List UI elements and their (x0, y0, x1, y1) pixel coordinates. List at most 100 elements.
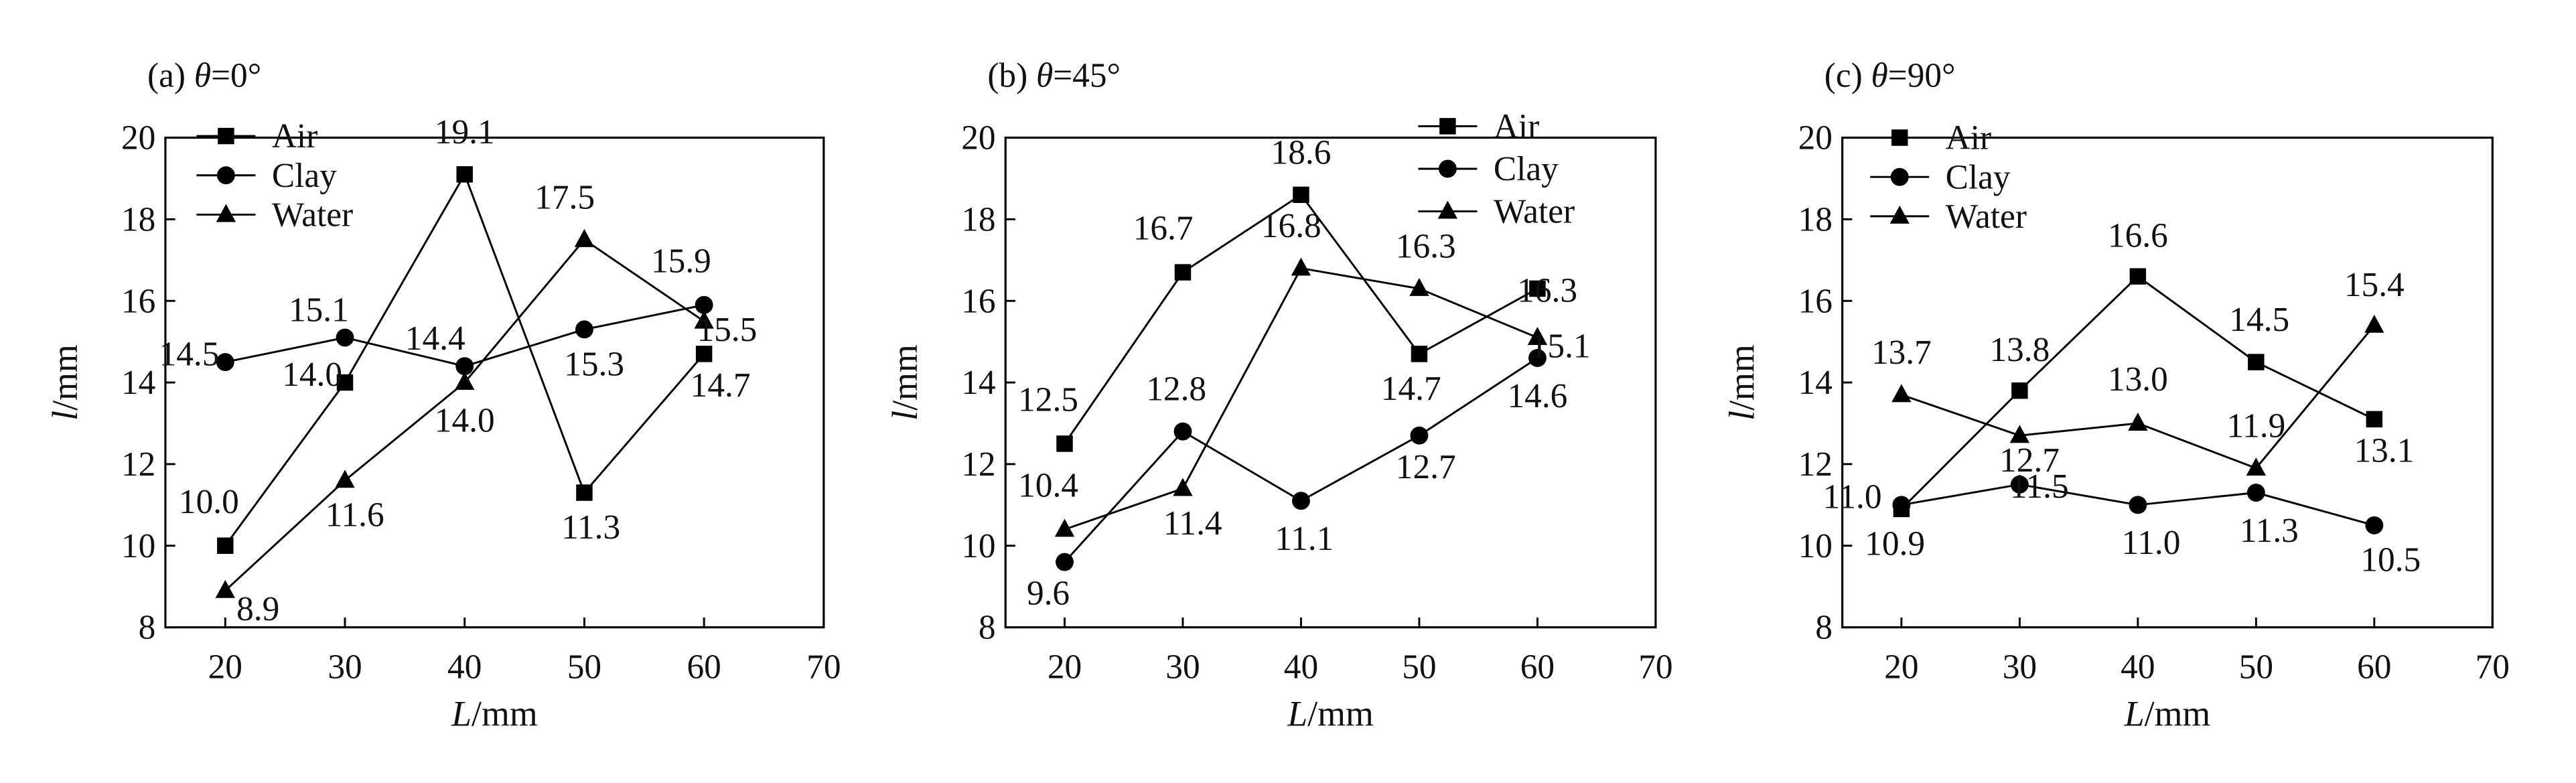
y-axis-label: l/mm (45, 344, 85, 421)
y-tick-label: 14 (961, 364, 995, 402)
legend-label-water: Water (1946, 198, 2027, 236)
legend-label-air: Air (1946, 119, 1991, 157)
data-point-air (456, 166, 473, 183)
data-label-air: 14.7 (691, 366, 751, 405)
data-label-water: 15.5 (697, 311, 757, 349)
data-label-clay: 11.3 (2240, 512, 2299, 550)
series-line-water (1064, 267, 1538, 530)
data-point-air (1174, 264, 1192, 281)
y-tick-label: 18 (961, 200, 995, 238)
y-tick-label: 8 (139, 609, 156, 647)
theta-value: =45° (1053, 57, 1121, 95)
data-point-water (1054, 518, 1075, 537)
data-label-clay: 10.5 (2360, 541, 2421, 579)
x-axis-label: L/mm (451, 693, 538, 733)
data-label-water: 16.8 (1261, 207, 1321, 245)
data-label-air: 19.1 (435, 113, 495, 151)
x-tick-label: 20 (1048, 648, 1082, 686)
data-point-clay (2010, 475, 2029, 494)
y-axis-unit: /mm (45, 344, 85, 411)
x-axis-label: L/mm (1287, 693, 1374, 733)
legend-marker-air (1439, 118, 1456, 135)
data-label-water: 12.7 (1999, 441, 2060, 480)
data-label-water: 13.0 (2108, 360, 2168, 399)
x-axis-unit: /mm (2145, 693, 2211, 733)
data-point-water (455, 372, 475, 390)
data-point-clay (695, 295, 713, 314)
data-label-clay: 15.3 (564, 345, 624, 383)
data-point-water (1291, 257, 1311, 276)
data-point-air (695, 346, 713, 362)
data-point-water (2128, 413, 2148, 431)
data-label-clay: 11.0 (2121, 524, 2180, 562)
data-label-water: 15.1 (1530, 327, 1591, 365)
theta-symbol: θ (194, 57, 211, 95)
x-axis-var: L (2124, 693, 2145, 733)
data-label-air: 16.7 (1133, 210, 1194, 248)
data-label-air: 14.5 (2229, 301, 2289, 339)
y-tick-label: 14 (1798, 364, 1833, 402)
legend-marker-water (1437, 200, 1458, 219)
x-axis-var: L (1287, 693, 1307, 733)
panel-label: (b) (987, 57, 1036, 95)
data-point-water (694, 310, 714, 329)
theta-value: =0° (211, 57, 261, 95)
data-point-clay (1173, 422, 1192, 441)
legend-label-clay: Clay (1494, 150, 1559, 188)
data-label-water: 14.0 (435, 401, 495, 439)
y-axis-var: l (45, 411, 85, 421)
data-label-water: 8.9 (236, 590, 279, 628)
y-tick-label: 10 (1798, 527, 1833, 565)
data-label-clay: 15.1 (289, 291, 349, 330)
data-point-air (1293, 186, 1309, 204)
x-tick-label: 70 (1638, 648, 1672, 686)
legend-label-clay: Clay (1946, 158, 2011, 196)
x-tick-label: 50 (1402, 648, 1436, 686)
data-point-water (574, 228, 595, 247)
y-axis-label: l/mm (885, 344, 925, 421)
x-tick-label: 60 (1520, 648, 1555, 686)
x-tick-label: 70 (806, 648, 841, 686)
data-label-water: 15.4 (2344, 266, 2405, 304)
data-label-air: 18.6 (1271, 133, 1332, 171)
data-point-clay (2129, 496, 2147, 514)
data-point-water (1527, 327, 1548, 346)
y-tick-label: 18 (121, 200, 155, 238)
x-axis-var: L (451, 693, 472, 733)
data-point-clay (216, 353, 234, 372)
y-tick-label: 16 (961, 282, 995, 320)
data-label-water: 16.3 (1396, 227, 1456, 265)
data-point-water (335, 470, 355, 488)
data-point-clay (1528, 349, 1547, 367)
x-tick-label: 30 (2003, 648, 2037, 686)
data-point-clay (575, 320, 593, 339)
x-tick-label: 20 (1884, 648, 1918, 686)
y-tick-label: 12 (961, 445, 995, 484)
data-label-air: 16.6 (2108, 217, 2168, 255)
data-point-air (1529, 280, 1546, 297)
data-point-clay (1410, 426, 1429, 445)
legend-marker-clay (1890, 167, 1909, 186)
data-label-air: 11.3 (561, 508, 620, 547)
x-tick-label: 60 (2357, 648, 2391, 686)
data-label-water: 13.7 (1871, 334, 1932, 372)
data-label-air: 14.7 (1381, 370, 1441, 408)
theta-symbol: θ (1036, 57, 1053, 95)
x-tick-label: 30 (328, 648, 362, 686)
data-point-clay (2365, 516, 2384, 535)
data-point-water (2009, 425, 2030, 443)
data-label-air: 16.3 (1517, 271, 1577, 309)
data-label-clay: 12.7 (1396, 448, 1456, 486)
data-label-clay: 9.6 (1027, 575, 1070, 613)
legend-marker-water (1889, 205, 1910, 224)
panel-title: (a) θ=0° (147, 57, 261, 95)
data-label-air: 10.0 (179, 483, 239, 521)
y-tick-label: 10 (121, 527, 155, 565)
y-tick-label: 12 (1798, 445, 1833, 484)
data-label-clay: 15.9 (651, 242, 711, 280)
data-label-water: 11.6 (326, 496, 384, 535)
